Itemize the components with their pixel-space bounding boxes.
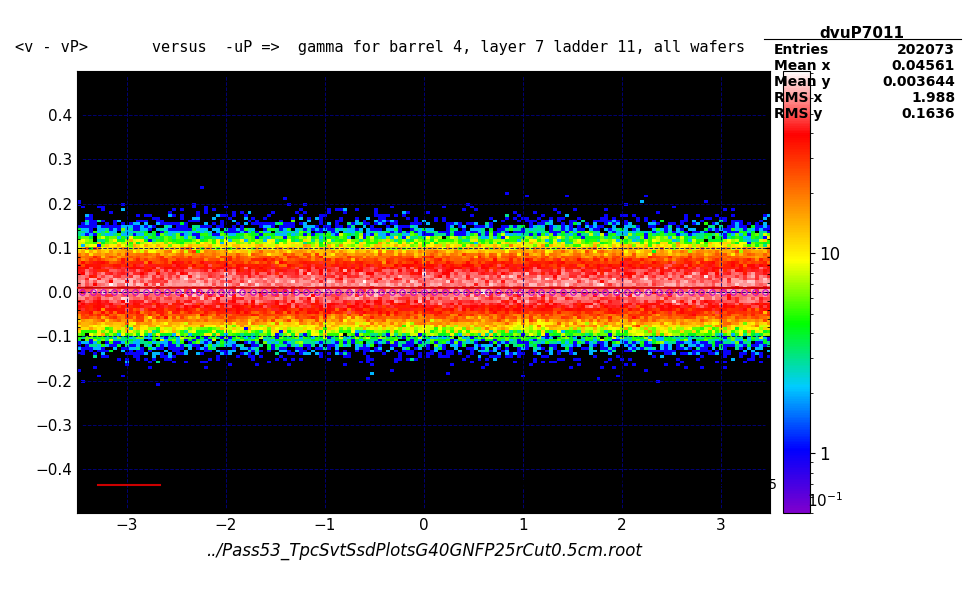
Text: RMS x: RMS x [773,91,821,106]
Text: dv =   9.59 +-  1.14  (mkm) gamma =  -0.53 +-  0.06  (mrad) prob = 0.035: dv = 9.59 +- 1.14 (mkm) gamma = -0.53 +-… [174,478,777,492]
Text: Mean y: Mean y [773,76,830,89]
Text: Mean x: Mean x [773,60,830,73]
Text: 0.04561: 0.04561 [892,60,955,73]
Text: 0.003644: 0.003644 [882,76,955,89]
Text: Entries: Entries [773,44,829,57]
Text: 1.988: 1.988 [911,91,955,106]
Text: <v - vP>       versus  -uP =>  gamma for barrel 4, layer 7 ladder 11, all wafers: <v - vP> versus -uP => gamma for barrel … [15,40,745,55]
Text: RMS y: RMS y [773,107,821,122]
Text: dvuP7011: dvuP7011 [820,26,905,41]
Text: 0.1636: 0.1636 [901,107,955,122]
Text: 202073: 202073 [898,44,955,57]
X-axis label: ../Pass53_TpcSvtSsdPlotsG40GNFP25rCut0.5cm.root: ../Pass53_TpcSvtSsdPlotsG40GNFP25rCut0.5… [206,542,641,560]
Text: $10^{-1}$: $10^{-1}$ [807,491,844,510]
